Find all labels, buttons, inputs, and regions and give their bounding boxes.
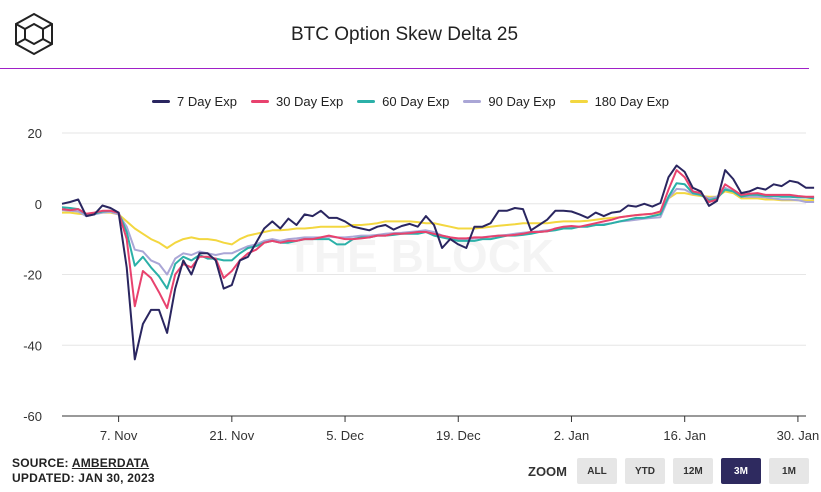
source-prefix: SOURCE: (12, 456, 72, 470)
y-tick-label: 20 (28, 126, 42, 141)
chart-title: BTC Option Skew Delta 25 (290, 24, 519, 45)
legend-label: 30 Day Exp (275, 94, 344, 109)
the-block-logo-icon (15, 12, 53, 56)
x-tick-label: 5. Dec (326, 428, 364, 443)
x-tick-label: 19. Dec (436, 428, 481, 443)
source-info: SOURCE: AMBERDATA UPDATED: JAN 30, 2023 (12, 456, 155, 486)
y-tick-label: -60 (23, 409, 42, 424)
legend-item-90-day-exp[interactable]: 90 Day Exp (463, 94, 556, 109)
x-tick-label: 21. Nov (209, 428, 254, 443)
zoom-controls: ZOOM ALL YTD 12M 3M 1M (528, 458, 809, 484)
chart-legend: 7 Day Exp 30 Day Exp 60 Day Exp 90 Day Exp 1… (0, 94, 821, 109)
watermark: THE BLOCK (286, 230, 554, 282)
zoom-label: ZOOM (528, 463, 567, 479)
x-tick-label: 30. Jan (777, 428, 820, 443)
legend-swatch (569, 100, 588, 103)
legend-swatch (151, 100, 170, 103)
zoom-button-ytd[interactable]: YTD (625, 458, 665, 484)
y-tick-label: -20 (23, 268, 42, 283)
x-tick-label: 2. Jan (554, 428, 589, 443)
zoom-button-1m[interactable]: 1M (769, 458, 809, 484)
legend-swatch (463, 100, 482, 103)
series-line-180-day-exp (62, 190, 815, 249)
series-line-7-day-exp (61, 164, 815, 361)
chart-header: BTC Option Skew Delta 25 (0, 0, 809, 69)
legend-item-30-day-exp[interactable]: 30 Day Exp (250, 94, 344, 109)
legend-item-60-day-exp[interactable]: 60 Day Exp (357, 94, 449, 109)
zoom-button-3m[interactable]: 3M (721, 458, 761, 484)
y-tick-label: -40 (23, 338, 42, 353)
legend-item-7-day-exp[interactable]: 7 Day Exp (151, 94, 237, 109)
x-tick-label: 7. Nov (100, 428, 138, 443)
updated-date: UPDATED: JAN 30, 2023 (12, 471, 155, 485)
legend-swatch (357, 100, 376, 103)
legend-label: 7 Day Exp (176, 94, 237, 109)
zoom-button-12m[interactable]: 12M (673, 458, 713, 484)
source-link[interactable]: AMBERDATA (71, 456, 150, 470)
legend-swatch (250, 100, 269, 103)
legend-item-180-day-exp[interactable]: 180 Day Exp (569, 94, 670, 109)
legend-label: 180 Day Exp (594, 94, 670, 109)
zoom-button-all[interactable]: ALL (577, 458, 617, 484)
y-tick-label: 0 (35, 197, 42, 212)
legend-label: 60 Day Exp (382, 94, 450, 109)
legend-label: 90 Day Exp (488, 94, 556, 109)
x-tick-label: 16. Jan (663, 428, 706, 443)
